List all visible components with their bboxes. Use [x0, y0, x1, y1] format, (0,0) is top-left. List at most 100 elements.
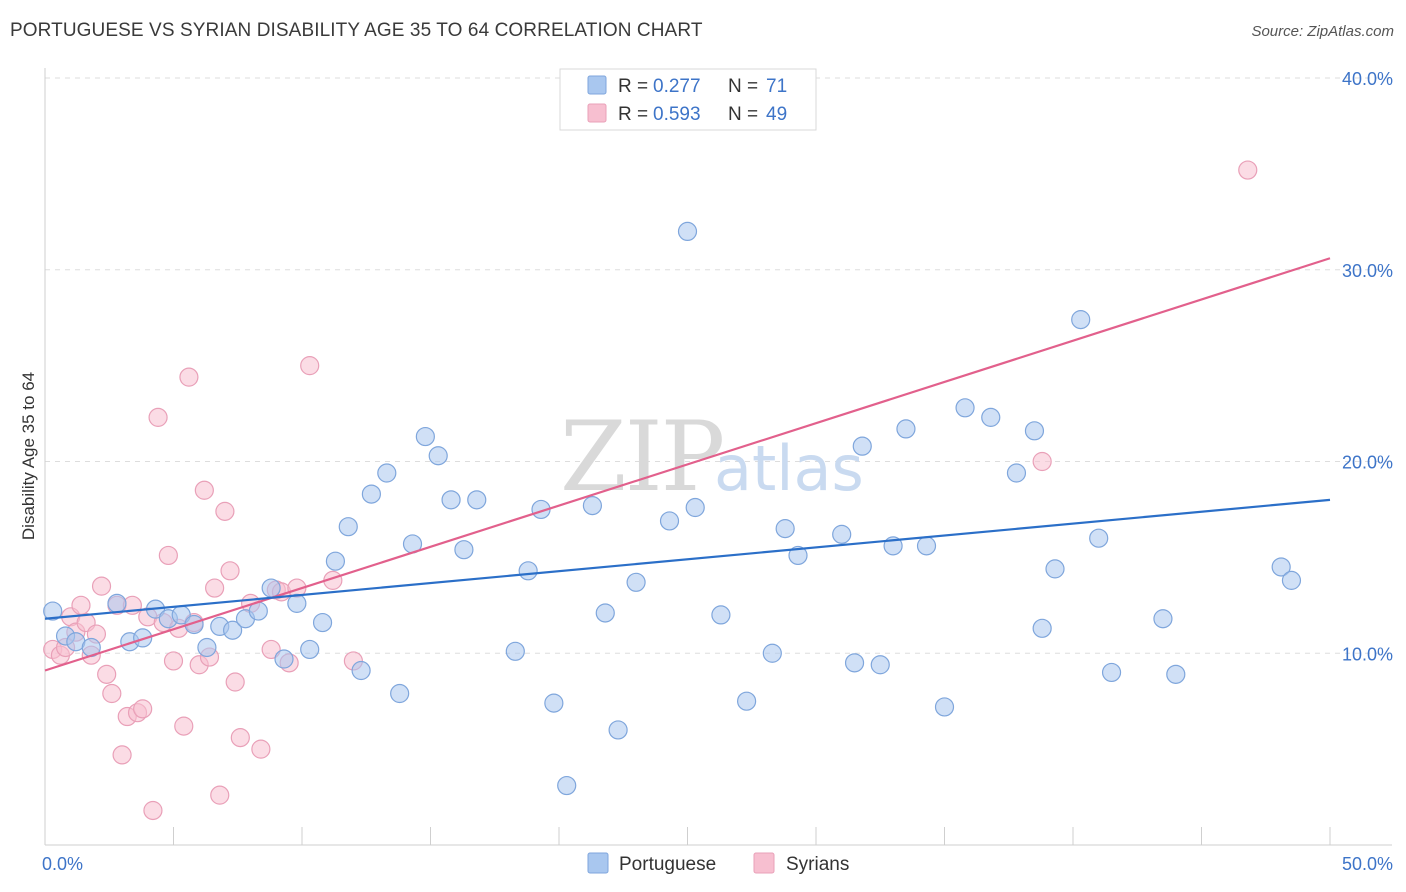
- portuguese-point-66: [1101, 662, 1122, 683]
- portuguese-point-65: [1089, 528, 1109, 548]
- legend-r-value-syrians: 0.593: [653, 104, 701, 125]
- series-legend-label-portuguese: Portuguese: [619, 854, 716, 875]
- x-tick-label-1: 50.0%: [1342, 854, 1393, 874]
- syrians-point-35: [225, 672, 245, 692]
- watermark-zip: ZIP: [560, 401, 723, 513]
- portuguese-point-11: [197, 637, 217, 658]
- legend-n-label-portuguese: N =: [728, 76, 758, 97]
- portuguese-point-19: [300, 639, 320, 660]
- portuguese-point-6: [133, 628, 153, 648]
- portuguese-point-63: [1045, 559, 1065, 579]
- portuguese-point-39: [595, 603, 615, 623]
- portuguese-point-22: [338, 517, 358, 537]
- portuguese-point-59: [981, 407, 1001, 427]
- series-legend: Portuguese Syrians: [587, 852, 849, 875]
- tick-labels: 10.0% 20.0% 30.0% 40.0% 0.0% 50.0%: [42, 69, 1393, 874]
- chart-title: PORTUGUESE VS SYRIAN DISABILITY AGE 35 T…: [10, 20, 703, 41]
- stats-legend: R = 0.277 N = 71 R = 0.593 N = 49: [559, 68, 817, 131]
- portuguese-point-53: [870, 655, 890, 675]
- portuguese-point-55: [896, 419, 916, 439]
- syrians-point-10: [97, 664, 117, 684]
- portuguese-point-67: [1153, 609, 1173, 629]
- x-tick-label-0: 0.0%: [42, 854, 83, 874]
- y-axis-title: Disability Age 35 to 64: [19, 372, 38, 540]
- portuguese-point-44: [685, 497, 705, 518]
- syrians-point-47: [1032, 451, 1052, 472]
- portuguese-point-36: [544, 693, 564, 713]
- portuguese-point-70: [1281, 570, 1302, 590]
- y-tick-label-0: 10.0%: [1342, 644, 1393, 664]
- portuguese-point-37: [557, 775, 577, 796]
- syrians-point-13: [112, 745, 132, 765]
- legend-n-value-portuguese: 71: [766, 76, 787, 97]
- portuguese-point-34: [518, 561, 538, 581]
- portuguese-point-64: [1071, 310, 1091, 330]
- portuguese-point-31: [454, 540, 474, 560]
- syrians-point-25: [174, 716, 194, 736]
- legend-swatch-syrians: [587, 103, 607, 123]
- syrians-point-23: [163, 651, 184, 671]
- portuguese-point-21: [325, 551, 346, 571]
- syrians-point-17: [133, 699, 153, 719]
- watermark: ZIP atlas: [560, 401, 864, 513]
- portuguese-point-23: [351, 660, 371, 681]
- syrians-point-26: [179, 367, 199, 387]
- portuguese-point-68: [1166, 664, 1186, 684]
- portuguese-point-61: [1024, 421, 1045, 441]
- series-legend-swatch-portuguese: [587, 852, 609, 874]
- legend-r-label-syrians: R =: [618, 104, 648, 125]
- syrians-point-9: [91, 576, 112, 596]
- portuguese-point-42: [659, 511, 680, 531]
- portuguese-point-49: [788, 545, 808, 566]
- syrians-point-38: [251, 739, 271, 759]
- axes: [44, 68, 1392, 846]
- portuguese-point-58: [955, 398, 975, 418]
- syrians-point-33: [215, 501, 235, 521]
- legend-n-label-syrians: N =: [728, 104, 758, 125]
- legend-r-value-portuguese: 0.277: [653, 76, 701, 97]
- syrians-point-44: [300, 356, 320, 376]
- legend-n-value-syrians: 49: [766, 104, 787, 125]
- legend-swatch-portuguese: [587, 75, 607, 95]
- syrians-point-32: [210, 785, 230, 805]
- y-tick-label-1: 20.0%: [1342, 453, 1393, 473]
- portuguese-point-32: [467, 490, 487, 510]
- portuguese-point-16: [261, 578, 281, 598]
- portuguese-point-4: [107, 593, 127, 613]
- watermark-atlas: atlas: [714, 432, 864, 505]
- portuguese-point-50: [832, 524, 852, 544]
- portuguese-point-43: [677, 221, 698, 241]
- syrians-trend-line: [44, 257, 1331, 672]
- syrians-point-31: [205, 578, 225, 598]
- syrians-point-48: [1238, 160, 1258, 180]
- syrians-point-36: [230, 728, 250, 748]
- syrians-point-19: [143, 800, 163, 821]
- series-legend-swatch-syrians: [753, 852, 775, 874]
- portuguese-point-60: [1006, 463, 1027, 483]
- portuguese-point-38: [582, 496, 603, 516]
- portuguese-point-51: [844, 653, 865, 673]
- syrians-point-5: [71, 595, 91, 615]
- chart-source: Source: ZipAtlas.com: [1251, 23, 1394, 40]
- trend-lines: [44, 257, 1331, 672]
- portuguese-point-30: [441, 490, 461, 510]
- series-legend-label-syrians: Syrians: [786, 854, 849, 875]
- portuguese-point-48: [775, 519, 795, 539]
- portuguese-point-13: [223, 620, 243, 640]
- portuguese-point-29: [428, 446, 448, 466]
- portuguese-point-46: [737, 691, 757, 711]
- portuguese-point-56: [916, 536, 937, 556]
- portuguese-point-26: [390, 683, 410, 704]
- y-tick-label-3: 40.0%: [1342, 69, 1393, 89]
- portuguese-point-47: [762, 643, 782, 663]
- portuguese-point-52: [852, 436, 872, 456]
- syrians-point-20: [148, 407, 168, 427]
- portuguese-point-25: [377, 463, 397, 483]
- portuguese-trend-line: [44, 498, 1331, 620]
- portuguese-point-24: [361, 484, 381, 504]
- portuguese-points: [43, 221, 1302, 796]
- portuguese-point-62: [1032, 618, 1052, 638]
- portuguese-point-57: [934, 697, 955, 717]
- syrians-point-34: [220, 561, 240, 581]
